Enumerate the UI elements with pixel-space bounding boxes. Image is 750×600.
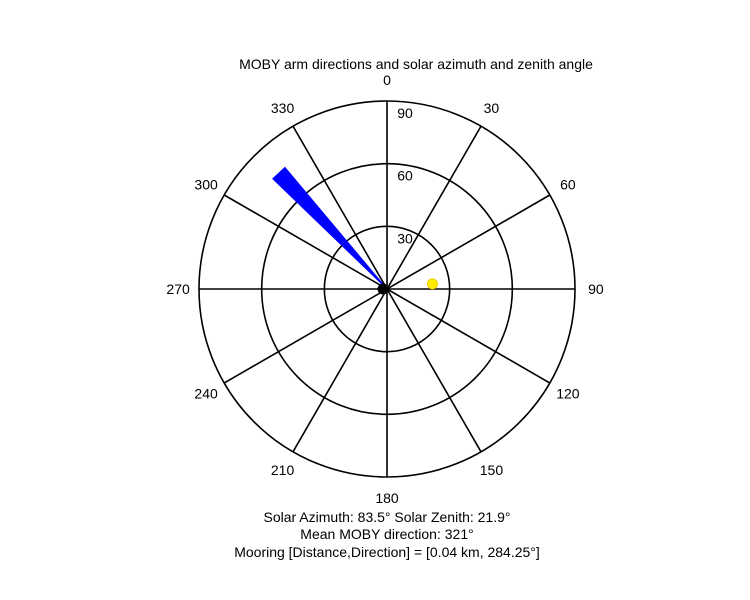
angle-tick-label-330: 330 bbox=[271, 100, 295, 116]
solar-caption: Solar Azimuth: 83.5° Solar Zenith: 21.9° bbox=[264, 509, 511, 525]
angle-tick-label-30: 30 bbox=[484, 100, 500, 116]
angle-tick-label-300: 300 bbox=[194, 177, 218, 193]
angle-tick-label-240: 240 bbox=[194, 385, 218, 401]
radial-tick-label-30: 30 bbox=[397, 230, 413, 246]
sun-marker bbox=[426, 278, 438, 290]
radial-tick-label-90: 90 bbox=[397, 105, 413, 121]
angle-tick-label-120: 120 bbox=[556, 385, 580, 401]
chart-title: MOBY arm directions and solar azimuth an… bbox=[239, 56, 593, 72]
angle-tick-label-180: 180 bbox=[375, 490, 399, 506]
angle-tick-label-270: 270 bbox=[166, 281, 190, 297]
angle-tick-label-90: 90 bbox=[588, 281, 604, 297]
polar-data bbox=[272, 166, 438, 295]
moby-center-point bbox=[377, 283, 389, 295]
angle-tick-label-0: 0 bbox=[383, 72, 391, 88]
moby-arm-wedge bbox=[272, 166, 388, 290]
angle-tick-label-210: 210 bbox=[271, 462, 295, 478]
polar-tick-labels: 0 30 60 90 120 150 180 210 240 270 300 330 30 60 90 bbox=[166, 72, 603, 506]
angle-tick-label-60: 60 bbox=[560, 177, 576, 193]
radial-tick-label-60: 60 bbox=[397, 168, 413, 184]
mean-moby-caption: Mean MOBY direction: 321° bbox=[300, 526, 473, 542]
mooring-caption: Mooring [Distance,Direction] = [0.04 km,… bbox=[234, 544, 540, 560]
angle-tick-label-150: 150 bbox=[480, 462, 504, 478]
